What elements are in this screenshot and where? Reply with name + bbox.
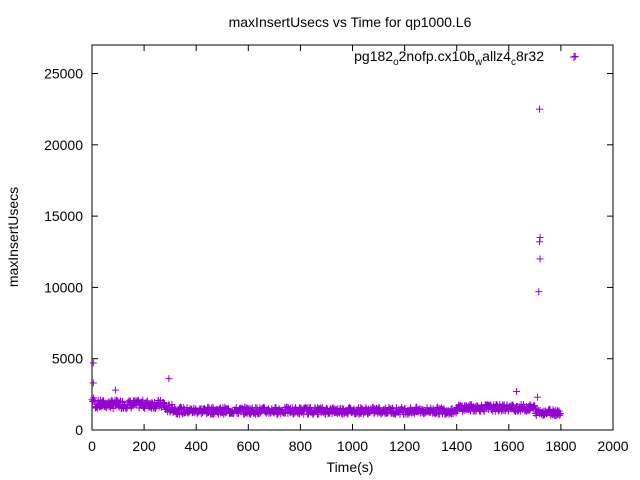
data-point	[159, 399, 167, 407]
data-point	[122, 405, 130, 413]
data-point	[364, 410, 372, 418]
data-point-outlier	[536, 234, 544, 241]
data-point	[168, 401, 176, 409]
data-point-outlier	[571, 52, 579, 60]
x-tick-label: 1800	[545, 438, 576, 454]
data-point	[272, 404, 280, 412]
legend-marker	[570, 53, 578, 61]
data-point-outlier	[536, 105, 544, 113]
data-point	[118, 398, 126, 406]
x-tick-label: 1200	[389, 438, 420, 454]
x-tick-label: 200	[132, 438, 156, 454]
data-point-outlier	[111, 386, 119, 394]
chart-title: maxInsertUsecs vs Time for qp1000.L6	[229, 14, 472, 30]
y-tick-label: 15000	[44, 208, 83, 224]
data-point	[106, 403, 114, 411]
legend: pg182o2nofp.cx10bwallz4c8r32	[354, 48, 578, 68]
x-tick-label: 800	[289, 438, 313, 454]
y-tick-label: 10000	[44, 279, 83, 295]
data-point	[139, 396, 147, 404]
x-axis-label: Time(s)	[327, 459, 374, 475]
data-points	[88, 52, 579, 420]
data-point-outlier	[89, 379, 97, 387]
tick-labels: 0 200 400 600 800 1000 1200 1400 1600 1800 2000050…	[44, 66, 629, 454]
data-point-outlier	[89, 359, 97, 367]
legend-label: pg182o2nofp.cx10bwallz4c8r32	[354, 48, 544, 68]
data-point	[256, 409, 264, 417]
data-point	[98, 398, 106, 406]
y-tick-label: 20000	[44, 137, 83, 153]
x-tick-label: 1400	[441, 438, 472, 454]
x-tick-label: 2000	[597, 438, 628, 454]
data-point	[234, 409, 242, 417]
y-tick-label: 0	[75, 422, 83, 438]
data-point-outlier	[536, 238, 544, 246]
x-tick-label: 1600	[493, 438, 524, 454]
y-axis-label: maxInsertUsecs	[5, 187, 21, 287]
data-point	[381, 404, 389, 412]
axis-ticks	[91, 45, 614, 431]
data-point-outlier	[165, 375, 173, 383]
data-point	[157, 403, 165, 411]
x-tick-label: 600	[237, 438, 261, 454]
y-tick-label: 5000	[52, 351, 83, 367]
plot-frame	[91, 44, 614, 431]
data-point	[439, 405, 447, 413]
data-point-outlier	[513, 388, 521, 395]
data-point-outlier	[535, 288, 543, 296]
y-tick-label: 25000	[44, 66, 83, 82]
data-point	[141, 404, 149, 412]
data-point-outlier	[536, 255, 544, 263]
data-point	[556, 410, 564, 418]
data-point	[209, 403, 217, 411]
data-point	[389, 404, 397, 412]
data-point	[345, 404, 353, 412]
x-tick-label: 1000	[337, 438, 368, 454]
x-tick-label: 0	[88, 438, 96, 454]
x-tick-label: 400	[185, 438, 209, 454]
data-point-outlier	[533, 393, 541, 401]
